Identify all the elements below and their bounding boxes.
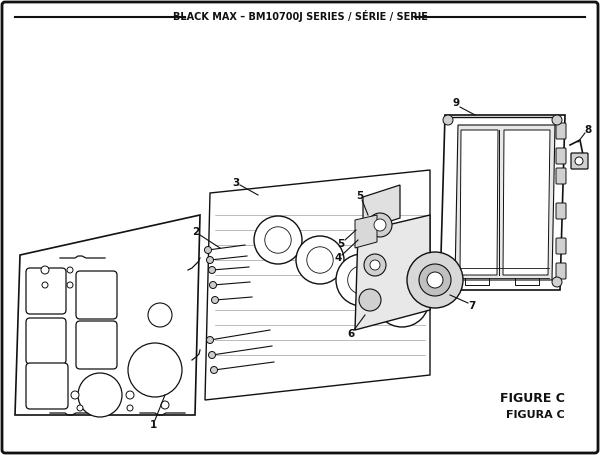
Circle shape (552, 277, 562, 287)
Text: 5: 5 (356, 191, 364, 201)
Circle shape (211, 366, 218, 374)
Circle shape (443, 115, 453, 125)
Text: 8: 8 (584, 125, 592, 135)
Circle shape (374, 219, 386, 231)
Circle shape (368, 213, 392, 237)
Circle shape (209, 352, 215, 359)
Circle shape (206, 337, 214, 344)
FancyBboxPatch shape (556, 148, 566, 164)
Circle shape (78, 373, 122, 417)
FancyBboxPatch shape (26, 268, 66, 314)
Circle shape (127, 405, 133, 411)
Circle shape (42, 282, 48, 288)
Circle shape (148, 303, 172, 327)
Polygon shape (440, 115, 565, 290)
Circle shape (128, 343, 182, 397)
Circle shape (552, 115, 562, 125)
FancyBboxPatch shape (76, 321, 117, 369)
Circle shape (126, 391, 134, 399)
FancyBboxPatch shape (556, 203, 566, 219)
Polygon shape (355, 215, 377, 248)
Polygon shape (455, 125, 555, 280)
Polygon shape (15, 215, 200, 415)
Circle shape (375, 273, 429, 327)
Text: 1: 1 (149, 420, 157, 430)
Text: 9: 9 (452, 98, 460, 108)
Polygon shape (355, 215, 430, 330)
Circle shape (575, 157, 583, 165)
FancyBboxPatch shape (571, 153, 588, 169)
Circle shape (307, 247, 333, 273)
Circle shape (359, 289, 381, 311)
Circle shape (71, 391, 79, 399)
Circle shape (67, 282, 73, 288)
FancyBboxPatch shape (26, 318, 66, 364)
Polygon shape (363, 185, 400, 230)
Circle shape (364, 254, 386, 276)
Polygon shape (460, 130, 498, 275)
FancyBboxPatch shape (76, 271, 117, 319)
Circle shape (205, 247, 212, 253)
Circle shape (67, 267, 73, 273)
FancyBboxPatch shape (556, 263, 566, 279)
Circle shape (387, 285, 417, 315)
FancyBboxPatch shape (556, 123, 566, 139)
Circle shape (265, 227, 291, 253)
Circle shape (419, 264, 451, 296)
Circle shape (212, 297, 218, 303)
Circle shape (209, 267, 215, 273)
Circle shape (296, 236, 344, 284)
Text: 2: 2 (193, 227, 200, 237)
Circle shape (336, 254, 388, 306)
Circle shape (254, 216, 302, 264)
FancyBboxPatch shape (26, 363, 68, 409)
Circle shape (161, 401, 169, 409)
Circle shape (407, 252, 463, 308)
Polygon shape (503, 130, 550, 275)
Text: 7: 7 (469, 301, 476, 311)
FancyBboxPatch shape (556, 238, 566, 254)
Text: 5: 5 (337, 239, 344, 249)
Circle shape (41, 266, 49, 274)
Text: BLACK MAX – BM10700J SERIES / SÉRIE / SERIE: BLACK MAX – BM10700J SERIES / SÉRIE / SE… (173, 10, 427, 22)
FancyBboxPatch shape (556, 168, 566, 184)
Text: 3: 3 (232, 178, 239, 188)
Circle shape (209, 282, 217, 288)
Circle shape (206, 257, 214, 263)
Circle shape (77, 405, 83, 411)
Polygon shape (205, 170, 430, 400)
Circle shape (443, 277, 453, 287)
Circle shape (348, 266, 376, 294)
Text: FIGURA C: FIGURA C (506, 410, 565, 420)
Text: 6: 6 (347, 329, 355, 339)
Circle shape (370, 260, 380, 270)
Circle shape (427, 272, 443, 288)
Text: 4: 4 (334, 253, 341, 263)
Text: FIGURE C: FIGURE C (500, 391, 565, 404)
